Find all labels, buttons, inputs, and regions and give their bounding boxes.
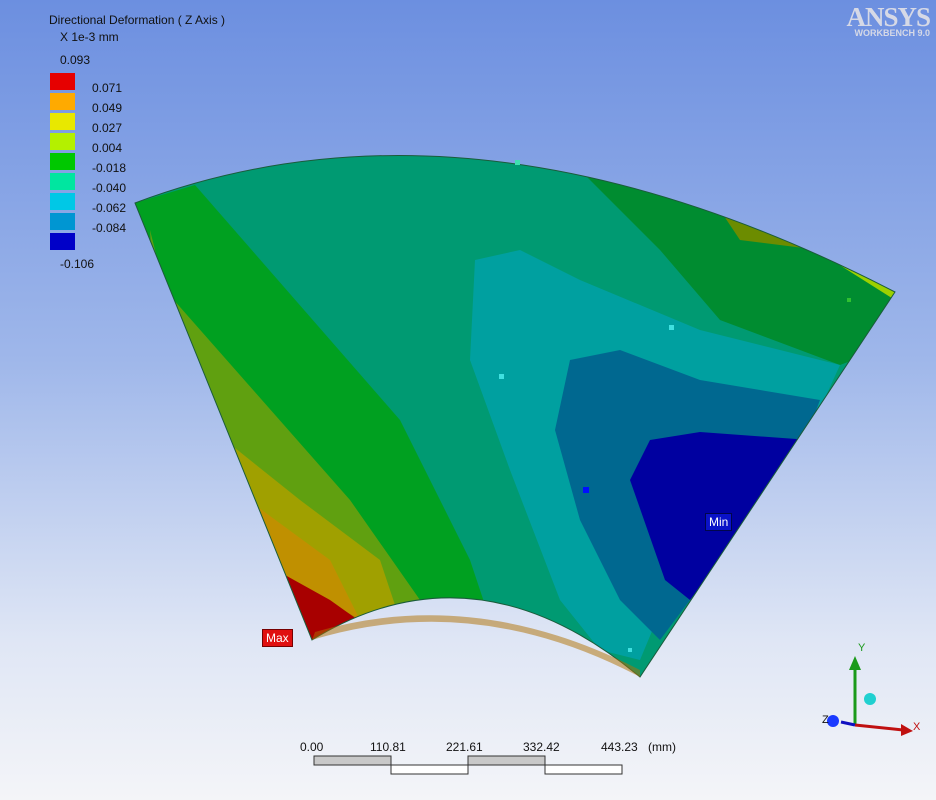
- ansys-logo: ANSYS WORKBENCH 9.0: [838, 2, 934, 42]
- legend-title: Directional Deformation ( Z Axis ): [49, 13, 226, 27]
- legend-level-2: 0.049: [92, 101, 123, 115]
- node-marker: [499, 374, 504, 379]
- scale-tick-2: 221.61: [446, 740, 483, 754]
- max-probe-label[interactable]: Max: [262, 629, 293, 647]
- node-marker: [515, 160, 520, 165]
- logo-brand: ANSYS: [846, 2, 931, 32]
- legend-swatch-2: [50, 93, 75, 110]
- legend-swatch-9: [50, 233, 75, 250]
- legend-swatch-1: [50, 73, 75, 90]
- scale-tick-0: 0.00: [300, 740, 324, 754]
- legend-units: X 1e-3 mm: [60, 30, 119, 44]
- legend-level-5: -0.018: [92, 161, 127, 175]
- legend-swatch-3: [50, 113, 75, 130]
- node-marker: [847, 298, 851, 302]
- min-probe-label[interactable]: Min: [705, 513, 733, 531]
- legend-level-1: 0.071: [92, 81, 123, 95]
- node-marker: [628, 648, 632, 652]
- legend-swatch-6: [50, 173, 75, 190]
- legend-swatch-7: [50, 193, 75, 210]
- triad-z-label: Z: [822, 714, 829, 726]
- logo-subtitle: WORKBENCH 9.0: [854, 28, 930, 38]
- legend-level-4: 0.004: [92, 141, 123, 155]
- legend-max-value: 0.093: [60, 53, 91, 67]
- legend-level-8: -0.084: [92, 221, 127, 235]
- scale-unit: (mm): [648, 740, 676, 754]
- legend-level-3: 0.027: [92, 121, 123, 135]
- legend-level-7: -0.062: [92, 201, 127, 215]
- legend-min-value: -0.106: [60, 257, 95, 271]
- scale-bar: [313, 755, 623, 775]
- node-marker: [669, 325, 674, 330]
- scale-tick-4: 443.23: [601, 740, 638, 754]
- triad-y-label: Y: [858, 642, 866, 654]
- legend-swatch-5: [50, 153, 75, 170]
- axis-triad[interactable]: [815, 640, 925, 750]
- triad-x-label: X: [913, 721, 921, 733]
- legend-level-6: -0.040: [92, 181, 127, 195]
- node-marker: [583, 487, 589, 493]
- legend-swatch-8: [50, 213, 75, 230]
- legend-swatch-4: [50, 133, 75, 150]
- scale-tick-3: 332.42: [523, 740, 560, 754]
- scale-tick-1: 110.81: [370, 740, 406, 754]
